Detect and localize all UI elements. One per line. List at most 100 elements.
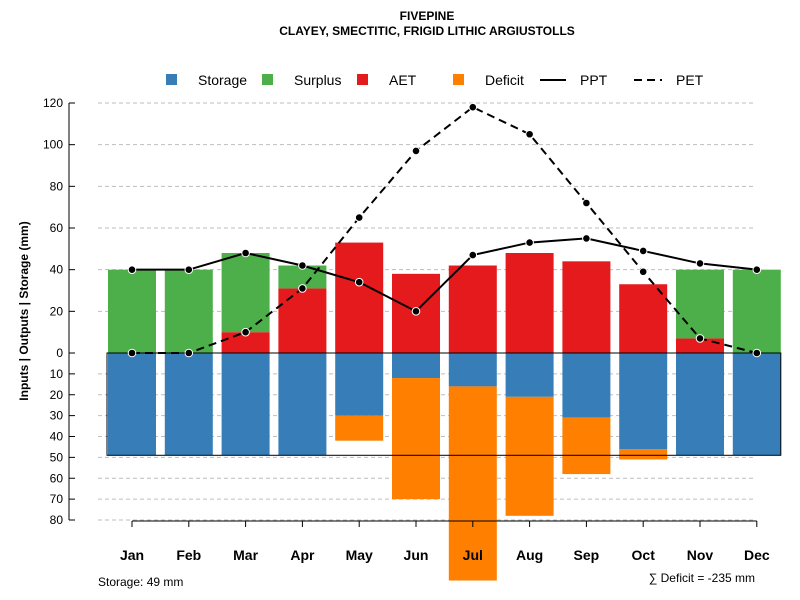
pet-point-Jan [127, 348, 137, 358]
bar-storage-Nov [676, 353, 724, 456]
pet-point-Feb [184, 348, 194, 358]
bar-surplus-Feb [164, 269, 213, 353]
bar-deficit-Oct [619, 449, 668, 460]
bar-storage-Aug [505, 353, 554, 397]
bar-deficit-Sep [562, 417, 611, 475]
legend-label-surplus: Surplus [294, 72, 341, 88]
bar-aet-Jul [448, 265, 497, 353]
x-tick-Oct: Oct [632, 547, 656, 563]
bar-storage-Sep [562, 353, 611, 418]
y-tick-upper-80: 80 [50, 179, 64, 193]
ppt-point-Jan [127, 265, 137, 274]
x-tick-Mar: Mar [233, 547, 258, 563]
bar-storage-Apr [278, 353, 327, 456]
y-tick-lower-20: 20 [50, 388, 64, 402]
bar-storage-Jul [448, 353, 497, 387]
bar-storage-Feb [164, 353, 213, 456]
pet-line [132, 105, 758, 354]
x-tick-Nov: Nov [687, 547, 714, 563]
x-tick-Jul: Jul [463, 547, 483, 563]
axes-group: 0 20 40 60 80 100 120 10 20 30 40 50 60 70 80 Jan Feb Mar… [43, 96, 770, 563]
y-tick-upper-100: 100 [43, 138, 63, 152]
pet-point-Aug [525, 129, 534, 139]
ppt-line [132, 237, 757, 313]
pet-point-Jul [468, 102, 478, 112]
legend-label-pet: PET [676, 72, 704, 88]
bars-group [108, 242, 781, 581]
y-tick-lower-30: 30 [50, 409, 64, 423]
y-tick-lower-50: 50 [50, 450, 64, 464]
pet-point-Apr [298, 284, 307, 293]
y-tick-lower-80: 80 [50, 513, 64, 527]
pet-point-Dec [752, 348, 762, 358]
bar-deficit-Aug [505, 396, 554, 516]
y-tick-upper-120: 120 [43, 96, 63, 110]
x-tick-Dec: Dec [744, 547, 770, 563]
chart-subtitle: CLAYEY, SMECTITIC, FRIGID LITHIC ARGIUST… [279, 24, 575, 38]
x-tick-Jan: Jan [120, 547, 144, 563]
ppt-point-Nov [695, 259, 705, 268]
ppt-point-Oct [638, 246, 648, 256]
bar-aet-May [335, 242, 384, 353]
bar-aet-Apr [278, 288, 327, 353]
bar-surplus-Jan [108, 269, 156, 353]
bar-storage-Jan [108, 353, 156, 456]
bar-deficit-May [335, 415, 384, 441]
pet-point-Nov [695, 334, 705, 343]
y-tick-lower-60: 60 [50, 471, 64, 485]
bar-storage-Mar [221, 353, 270, 456]
y-tick-upper-40: 40 [50, 263, 64, 277]
bar-storage-Oct [619, 353, 668, 450]
chart-title: FIVEPINE [400, 9, 455, 23]
ppt-point-Feb [184, 265, 194, 274]
x-tick-Aug: Aug [516, 547, 543, 563]
ppt-point-Sep [582, 234, 591, 243]
y-tick-upper-0: 0 [56, 346, 63, 360]
ppt-point-Jun [411, 307, 421, 316]
y-tick-lower-40: 40 [50, 430, 64, 444]
legend-swatch-surplus [262, 74, 273, 85]
x-tick-May: May [346, 547, 373, 563]
x-tick-Feb: Feb [176, 547, 201, 563]
bar-aet-Sep [562, 261, 611, 353]
pet-point-Jun [411, 146, 421, 156]
y-tick-lower-10: 10 [50, 367, 64, 381]
bar-storage-May [335, 353, 384, 416]
ppt-point-May [354, 277, 364, 287]
bar-aet-Aug [505, 253, 554, 353]
bar-storage-Dec [732, 353, 781, 456]
legend-swatch-storage [166, 74, 177, 85]
legend-swatch-deficit [453, 74, 464, 85]
ppt-point-Dec [752, 265, 762, 274]
y-tick-upper-20: 20 [50, 304, 64, 318]
legend-swatch-aet [357, 74, 368, 85]
legend-label-ppt: PPT [580, 72, 608, 88]
ppt-point-Apr [298, 261, 307, 270]
pet-point-Oct [638, 267, 648, 277]
y-tick-upper-60: 60 [50, 221, 64, 235]
legend-label-storage: Storage [198, 72, 247, 88]
bar-surplus-Mar [221, 253, 270, 333]
bar-deficit-Jul [448, 386, 497, 581]
ppt-point-Mar [241, 248, 250, 258]
deficit-note: ∑ Deficit = -235 mm [649, 571, 755, 585]
ppt-point-Jul [468, 250, 478, 260]
legend: Storage Surplus AET Deficit PPT PET [166, 72, 704, 88]
bar-deficit-Jun [392, 378, 440, 500]
bar-surplus-Dec [732, 269, 781, 353]
storage-frame [106, 352, 782, 456]
ppt-point-Aug [525, 238, 534, 247]
x-tick-Jun: Jun [404, 547, 429, 563]
legend-label-aet: AET [389, 72, 417, 88]
pet-point-May [354, 213, 364, 222]
bar-surplus-Apr [278, 265, 327, 289]
pet-point-Mar [241, 327, 250, 337]
x-tick-Apr: Apr [290, 547, 315, 563]
y-tick-lower-70: 70 [50, 492, 64, 506]
x-tick-Sep: Sep [574, 547, 600, 563]
bar-storage-Jun [392, 353, 440, 379]
pet-point-Sep [582, 198, 591, 208]
legend-label-deficit: Deficit [485, 72, 524, 88]
bar-surplus-Nov [676, 269, 724, 339]
y-axis-label: Inputs | Outputs | Storage (mm) [17, 221, 31, 400]
